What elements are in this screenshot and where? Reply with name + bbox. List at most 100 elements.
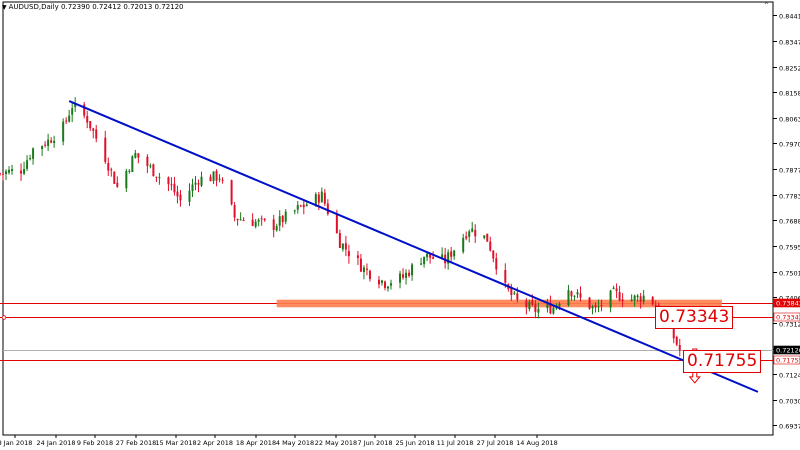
x-tick-label: 24 Jan 2018 (37, 439, 76, 447)
bear-candle (113, 171, 116, 184)
bear-candle (450, 251, 453, 257)
bear-candle (170, 184, 173, 186)
bear-candle (486, 233, 489, 242)
bear-candle (0, 173, 1, 175)
triangle-down-icon[interactable]: ▼ (2, 4, 7, 11)
x-tick-label: 4 May 2018 (276, 439, 314, 447)
bear-candle (302, 204, 305, 208)
bear-candle (50, 140, 53, 143)
bear-candle (176, 191, 179, 197)
price-tag (773, 355, 800, 365)
bull-candle (441, 254, 444, 258)
bear-candle (549, 303, 552, 314)
bear-candle (242, 220, 245, 222)
bear-candle (534, 303, 537, 312)
support-zone (276, 299, 722, 308)
bull-candle (513, 292, 516, 294)
bear-candle (347, 251, 350, 257)
bull-candle (387, 286, 389, 289)
bear-candle (272, 219, 275, 230)
chevron-up-icon[interactable]: ⌃ (763, 1, 770, 10)
bull-candle (423, 256, 426, 265)
price-tag-label: 0.73343 (776, 314, 800, 322)
bear-candle (338, 233, 341, 248)
bull-candle (399, 273, 402, 283)
x-tick-label: 27 Feb 2018 (116, 439, 156, 447)
y-tick-label: 0.75955 (779, 244, 800, 252)
bear-candle (588, 297, 591, 309)
price-tag-label: 0.71755 (776, 357, 800, 365)
bear-candle (344, 243, 347, 250)
bear-candle (209, 176, 212, 182)
bear-candle (618, 292, 621, 301)
bear-candle (107, 162, 110, 171)
bear-candle (651, 296, 654, 305)
bear-candle (233, 205, 236, 218)
bull-candle (426, 253, 429, 258)
bull-candle (537, 308, 540, 313)
bull-candle (131, 156, 134, 172)
bear-candle (600, 305, 603, 307)
bull-candle (257, 219, 260, 222)
bull-candle (5, 171, 8, 175)
y-tick-label: 0.80635 (779, 116, 800, 124)
bull-candle (149, 165, 152, 167)
bull-candle (390, 283, 393, 286)
y-tick-label: 0.82525 (779, 65, 800, 73)
bear-candle (377, 279, 380, 285)
bear-candle (579, 293, 582, 298)
bear-candle (368, 270, 371, 279)
bear-candle (104, 137, 107, 162)
bull-candle (546, 304, 549, 309)
symbol-info-text: AUDUSD,Daily 0.72390 0.72412 0.72013 0.7… (8, 3, 184, 11)
bear-candle (639, 296, 642, 302)
bear-candle (570, 291, 573, 297)
x-tick-label: 7 Jun 2018 (358, 439, 393, 447)
bear-candle (465, 236, 468, 239)
price-label-lower: 0.71755 (683, 350, 762, 373)
bull-candle (380, 280, 383, 283)
bull-candle (362, 267, 365, 273)
bull-candle (275, 226, 278, 231)
bull-candle (29, 158, 32, 160)
x-tick-label: 8 Jan 2018 (0, 439, 32, 447)
bull-candle (212, 171, 215, 182)
bull-candle (296, 205, 299, 210)
trendline (68, 100, 759, 393)
bear-candle (2, 173, 4, 175)
bear-candle (167, 177, 170, 185)
bull-candle (8, 169, 11, 173)
bear-candle (89, 121, 92, 129)
bear-candle (92, 128, 95, 131)
bear-candle (615, 288, 618, 292)
bear-candle (215, 170, 218, 181)
bear-candle (146, 156, 149, 167)
bull-candle (200, 176, 203, 186)
bear-candle (317, 194, 320, 203)
x-tick-label: 22 May 2018 (315, 439, 357, 447)
x-tick-label: 25 Jun 2018 (395, 439, 434, 447)
bull-candle (609, 290, 612, 308)
bull-candle (128, 170, 131, 172)
bear-candle (432, 257, 435, 259)
bear-candle (474, 229, 477, 237)
bear-candle (251, 219, 254, 226)
bear-candle (408, 272, 411, 276)
bull-candle (468, 231, 471, 237)
x-tick-label: 11 Jul 2018 (437, 439, 474, 447)
bull-candle (125, 170, 128, 189)
bull-candle (405, 272, 408, 278)
bear-candle (83, 104, 86, 116)
x-tick-label: 14 Aug 2018 (516, 439, 558, 447)
bear-candle (179, 194, 182, 201)
bear-candle (531, 300, 534, 305)
price-tag (773, 312, 800, 322)
bull-candle (341, 243, 344, 250)
bear-candle (44, 144, 47, 146)
bear-candle (525, 300, 528, 308)
